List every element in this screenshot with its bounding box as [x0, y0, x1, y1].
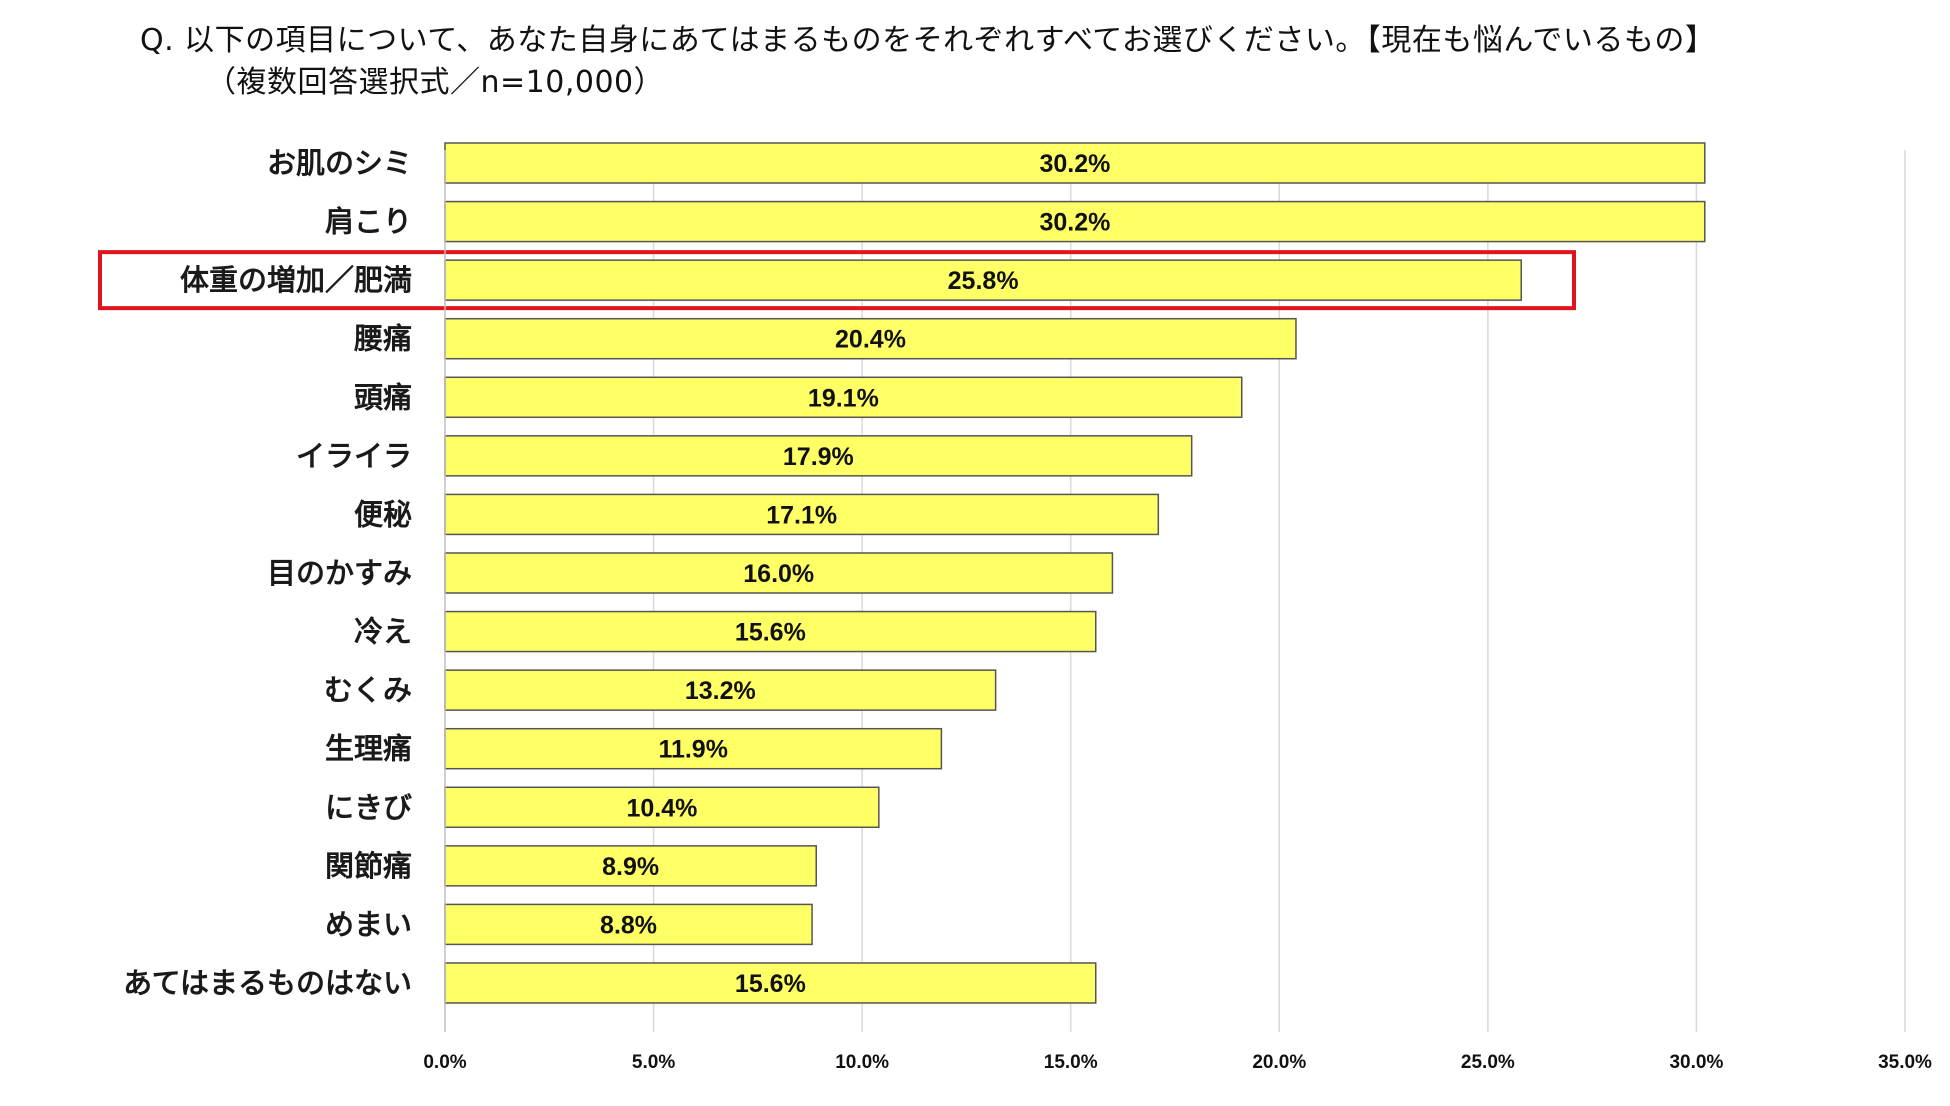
category-label: イライラ	[296, 439, 412, 473]
category-label: 生理痛	[325, 732, 412, 766]
bar	[444, 669, 997, 711]
category-label: 体重の増加／肥満	[180, 263, 412, 297]
highlight-box	[98, 250, 1576, 311]
bar	[444, 142, 1706, 184]
bar	[444, 845, 818, 887]
category-label: あてはまるものはない	[123, 966, 412, 1000]
category-label: 便秘	[354, 497, 412, 531]
bar	[444, 903, 813, 946]
category-label: むくみ	[324, 673, 412, 707]
x-tick-label: 5.0%	[632, 1052, 675, 1073]
category-label: 関節痛	[325, 849, 412, 883]
value-label: 16.0%	[743, 560, 814, 588]
bar	[444, 435, 1193, 477]
value-label: 15.6%	[735, 970, 806, 998]
value-label: 17.1%	[766, 501, 837, 529]
x-tick-label: 15.0%	[1044, 1052, 1098, 1073]
chart-title-question: Q. 以下の項目について、あなた自身にあてはまるものをそれぞれすべてお選びくださ…	[140, 23, 1716, 58]
bar	[444, 493, 1160, 536]
x-tick-label: 10.0%	[835, 1052, 889, 1073]
value-label: 19.1%	[808, 384, 879, 412]
category-label: 冷え	[354, 615, 412, 649]
value-label: 30.2%	[1039, 150, 1110, 178]
category-label: 肩こり	[325, 205, 412, 239]
value-label: 15.6%	[735, 619, 806, 647]
value-label: 25.8%	[948, 267, 1019, 295]
value-label: 20.4%	[835, 326, 906, 354]
category-label: 頭痛	[354, 380, 412, 414]
bar	[444, 786, 880, 829]
x-tick-label: 25.0%	[1461, 1052, 1515, 1073]
category-label: お肌のシミ	[267, 146, 412, 180]
value-label: 11.9%	[658, 736, 728, 764]
value-label: 13.2%	[685, 677, 756, 705]
category-label: 目のかすみ	[267, 556, 412, 590]
x-tick-label: 20.0%	[1252, 1052, 1306, 1073]
chart-title: Q. 以下の項目について、あなた自身にあてはまるものをそれぞれすべてお選びくださ…	[140, 20, 1715, 104]
value-label: 8.8%	[600, 911, 657, 939]
category-label: にきび	[325, 790, 412, 824]
bar	[444, 962, 1097, 1004]
bar	[444, 200, 1706, 243]
value-label: 30.2%	[1039, 209, 1110, 237]
value-label: 10.4%	[626, 794, 697, 822]
value-label: 8.9%	[602, 853, 659, 881]
bar	[444, 727, 943, 770]
x-tick-label: 0.0%	[423, 1052, 466, 1073]
chart-title-sample-note: （複数回答選択式／n=10,000）	[206, 65, 665, 100]
x-tick-label: 35.0%	[1878, 1052, 1932, 1073]
value-label: 17.9%	[783, 443, 854, 471]
category-label: めまい	[325, 907, 412, 941]
bar	[444, 552, 1114, 594]
category-label: 腰痛	[353, 322, 412, 356]
x-tick-label: 30.0%	[1669, 1052, 1723, 1073]
